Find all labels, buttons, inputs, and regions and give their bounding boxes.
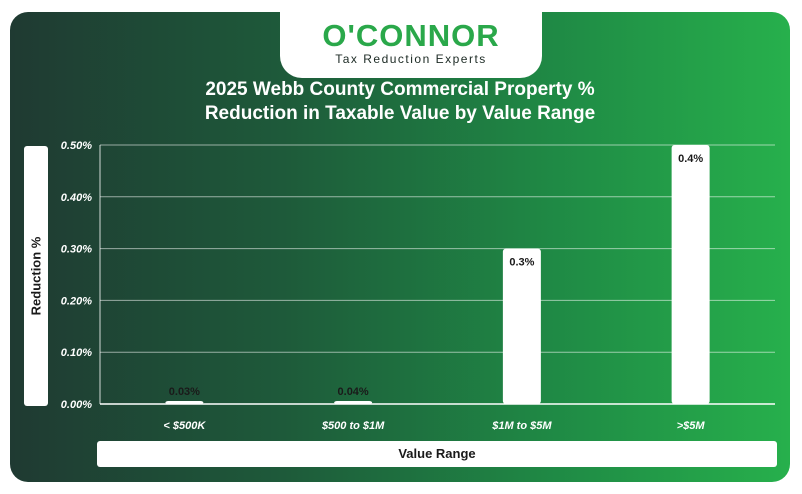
logo-name: O'CONNOR bbox=[322, 18, 500, 53]
x-axis-label-box bbox=[97, 441, 777, 467]
y-tick-label: 0.30% bbox=[61, 244, 92, 256]
y-tick-label: 0.00% bbox=[61, 399, 92, 411]
x-tick-label: $1M to $5M bbox=[491, 420, 552, 432]
y-tick-label: 0.10% bbox=[61, 347, 92, 359]
bar bbox=[334, 401, 373, 404]
chart-title-line-1: 2025 Webb County Commercial Property % bbox=[205, 79, 595, 100]
data-label: 0.03% bbox=[169, 386, 200, 398]
y-tick-label: 0.50% bbox=[61, 140, 92, 152]
bar bbox=[165, 401, 204, 404]
x-tick-label: < $500K bbox=[163, 420, 206, 432]
logo: O'CONNOR Tax Reduction Experts bbox=[280, 12, 542, 78]
chart-title-line-2: Reduction in Taxable Value by Value Rang… bbox=[204, 103, 596, 124]
x-axis-label: Value Range bbox=[398, 446, 476, 461]
data-label: 0.4% bbox=[678, 153, 703, 165]
data-label: 0.04% bbox=[338, 386, 369, 398]
logo-tagline: Tax Reduction Experts bbox=[335, 52, 487, 66]
y-tick-label: 0.40% bbox=[61, 192, 92, 204]
bar bbox=[671, 145, 710, 404]
data-label: 0.3% bbox=[509, 257, 534, 269]
x-tick-label: $500 to $1M bbox=[321, 420, 385, 432]
y-axis-label-box bbox=[24, 146, 48, 406]
y-tick-label: 0.20% bbox=[61, 295, 92, 307]
x-tick-label: >$5M bbox=[677, 420, 706, 432]
chart-title: 2025 Webb County Commercial Property % R… bbox=[100, 78, 700, 126]
bar bbox=[502, 248, 541, 404]
